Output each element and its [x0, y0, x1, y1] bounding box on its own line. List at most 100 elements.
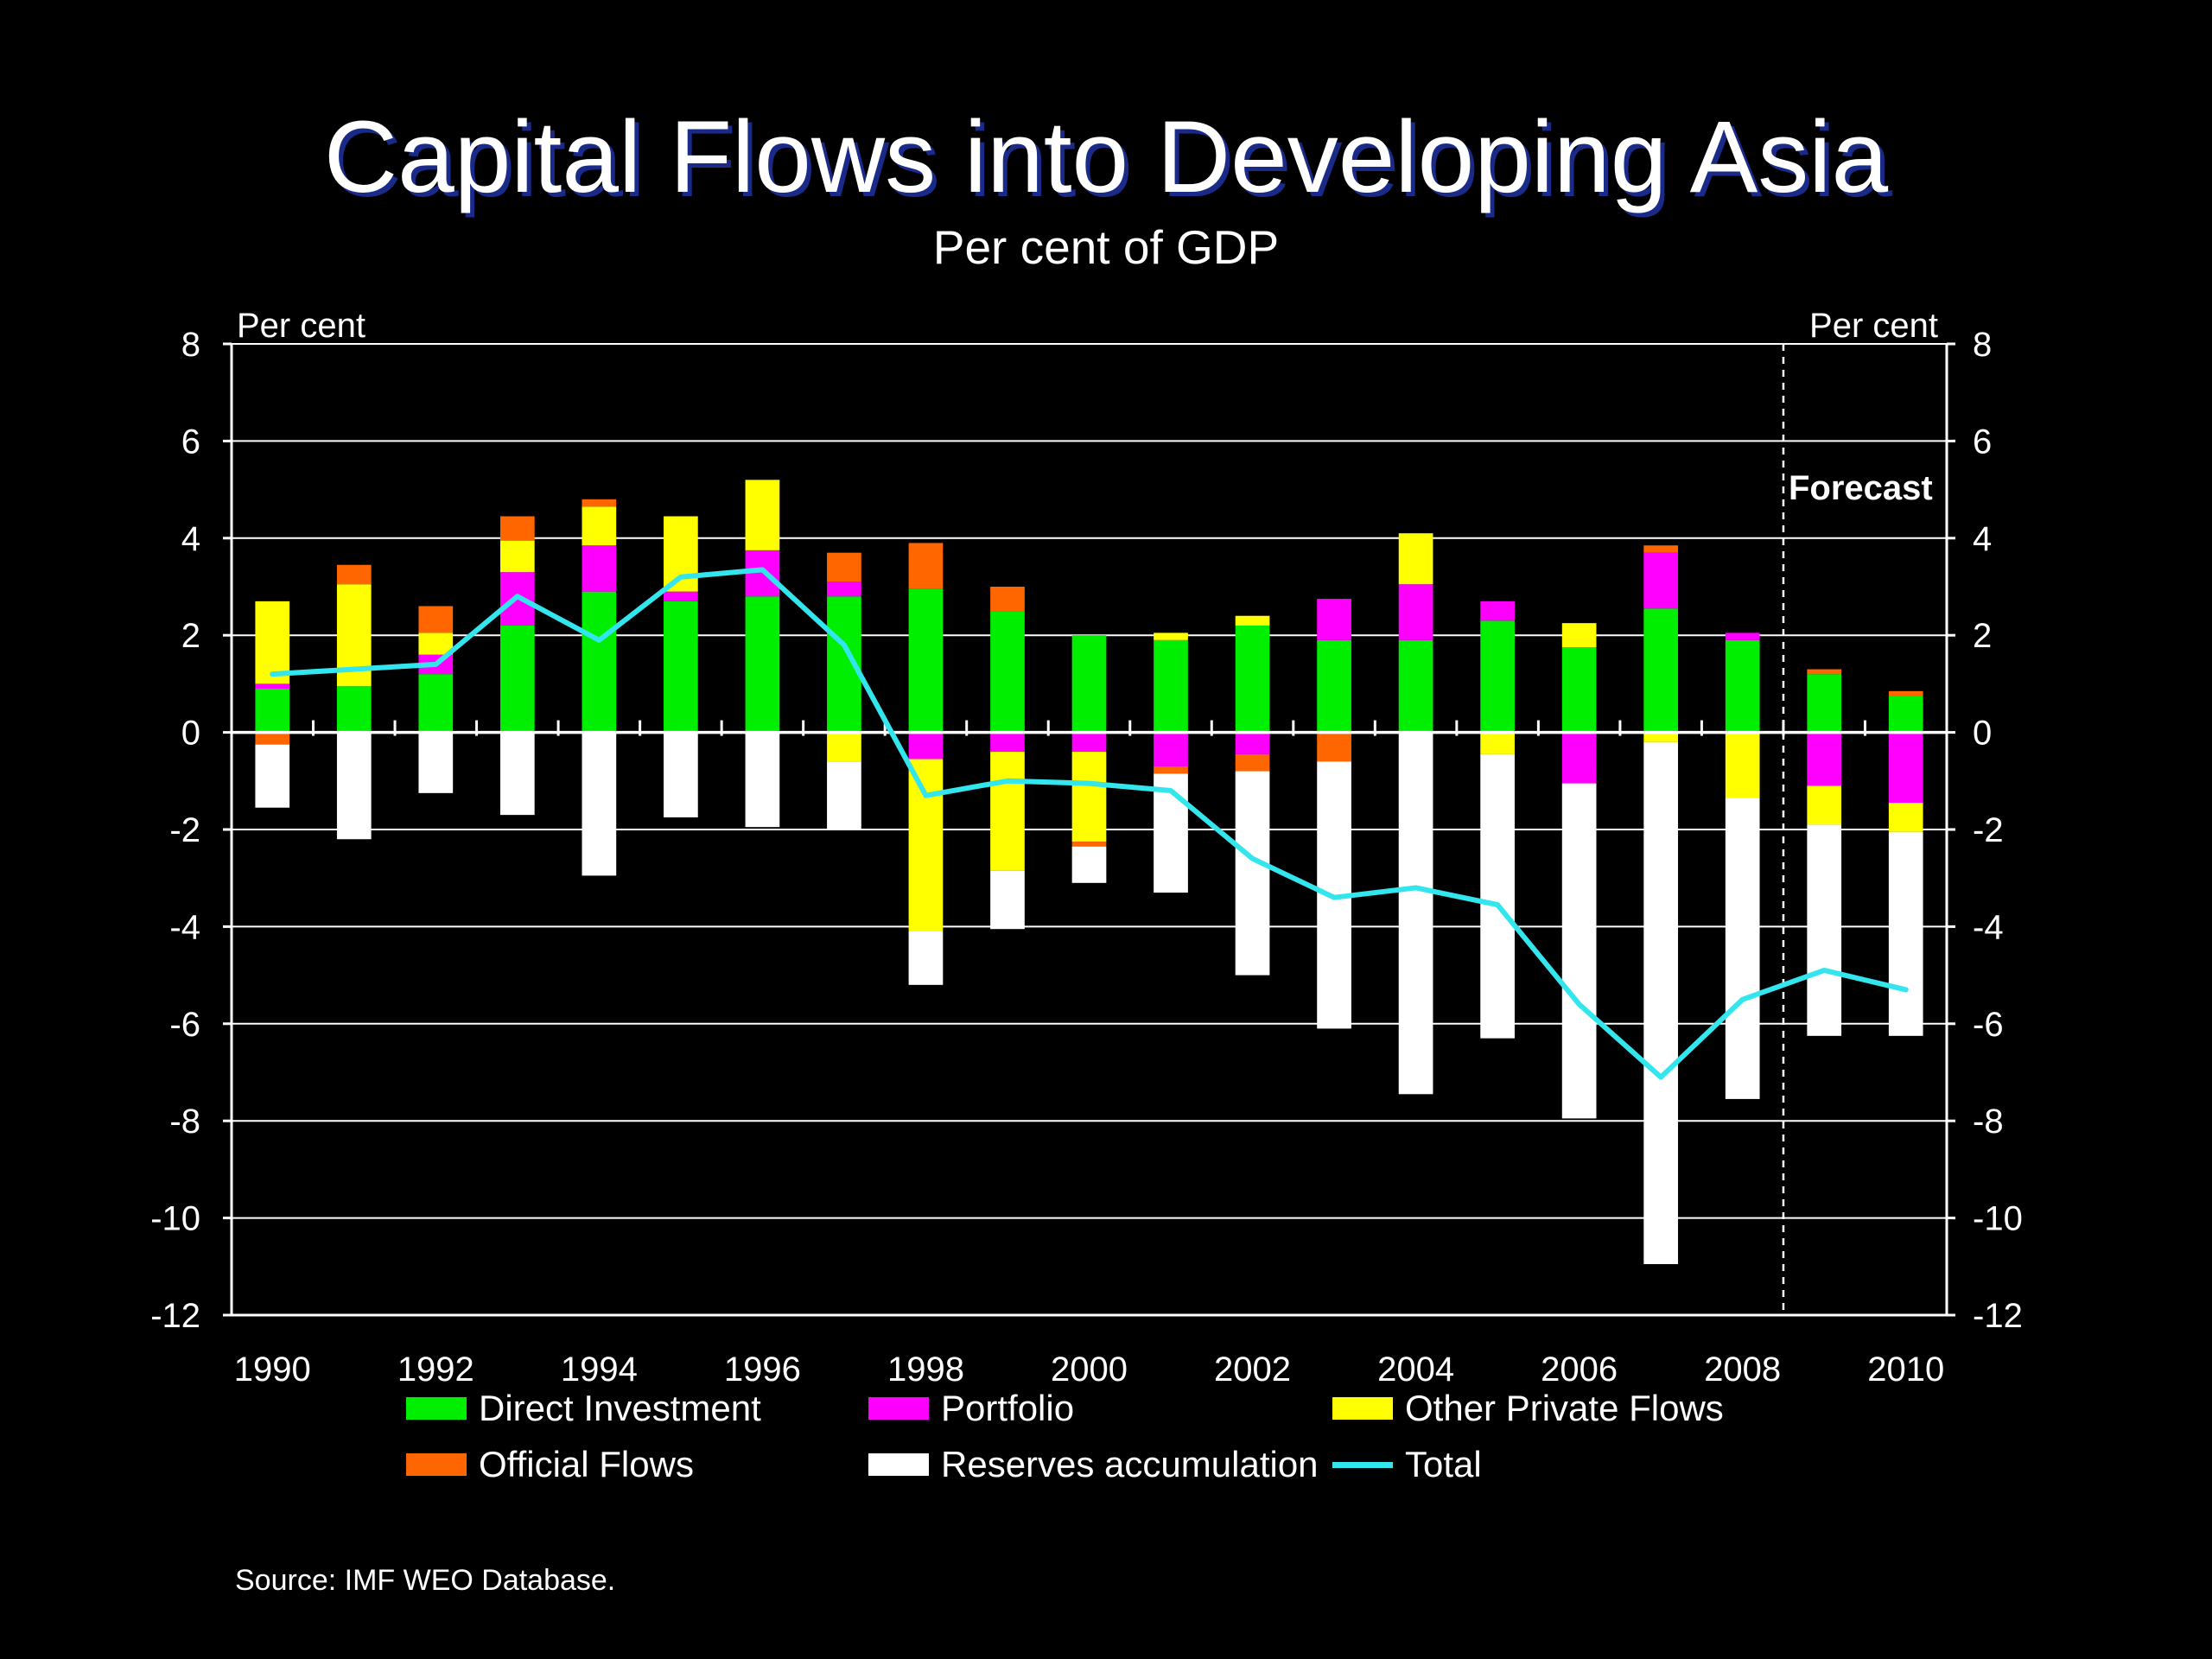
y-tick-label-right: -8: [1973, 1103, 2004, 1141]
bar-official-flows: [1071, 842, 1107, 847]
bar-official-flows: [990, 587, 1025, 612]
bar-official-flows: [1888, 690, 1923, 696]
source-note: Source: IMF WEO Database.: [235, 1564, 616, 1597]
bar-official-flows: [336, 564, 372, 585]
bar-reserves-accumulation: [1725, 798, 1760, 1099]
bar-other-private-flows: [255, 601, 290, 684]
bar-other-private-flows: [1807, 785, 1842, 825]
bar-other-private-flows: [1725, 732, 1760, 798]
y-tick-label-left: -4: [169, 908, 200, 946]
bar-portfolio: [745, 550, 780, 597]
bar-direct-investment: [1561, 647, 1597, 733]
bar-portfolio: [1643, 552, 1679, 609]
axis-labels: Per cent Per cent Forecast 8 8 6 6 4 4 2 2 0 0 -2 -…: [150, 307, 2023, 1389]
bar-portfolio: [1561, 732, 1597, 784]
legend: Direct Investment Portfolio Other Privat…: [406, 1382, 1875, 1503]
bar-direct-investment: [664, 601, 698, 733]
bar-direct-investment: [990, 611, 1025, 733]
bar-reserves-accumulation: [745, 732, 780, 828]
bar-direct-investment: [1807, 674, 1842, 733]
legend-label: Direct Investment: [479, 1388, 761, 1428]
bar-reserves-accumulation: [255, 744, 290, 808]
bar-portfolio: [990, 732, 1025, 753]
line-total: [270, 567, 1909, 1080]
legend-swatch: [868, 1397, 929, 1420]
bar-direct-investment: [582, 591, 617, 733]
x-tick-label: 2002: [1214, 1351, 1291, 1389]
y-tick-label-left: 8: [181, 326, 200, 364]
bar-official-flows: [255, 732, 290, 745]
bar-reserves-accumulation: [990, 870, 1025, 930]
y-tick-label-left: 2: [181, 617, 200, 655]
bar-direct-investment: [1888, 696, 1923, 733]
bar-portfolio: [1398, 584, 1433, 640]
legend-swatch: [868, 1453, 929, 1476]
bar-portfolio: [827, 582, 861, 597]
bar-reserves-accumulation: [1480, 753, 1515, 1039]
bar-other-private-flows: [990, 752, 1025, 871]
bar-direct-investment: [336, 686, 372, 733]
bar-other-private-flows: [664, 516, 698, 592]
bar-official-flows: [1317, 732, 1351, 762]
legend-item-total: Total: [1332, 1439, 1482, 1491]
bar-direct-investment: [1235, 625, 1270, 733]
legend-swatch: [406, 1453, 467, 1476]
x-tick-label: 1994: [561, 1351, 638, 1389]
bar-other-private-flows: [1561, 623, 1597, 648]
bar-direct-investment: [418, 674, 454, 733]
legend-swatch: [1332, 1461, 1393, 1468]
slide-subtitle: Per cent of GDP: [932, 220, 1280, 274]
bar-reserves-accumulation: [499, 732, 535, 816]
bar-portfolio: [1317, 599, 1351, 640]
bar-portfolio: [908, 732, 944, 760]
bar-other-private-flows: [908, 759, 944, 932]
x-tick-label: 2006: [1541, 1351, 1618, 1389]
y-tick-label-right: -4: [1973, 908, 2004, 946]
right-axis-label: Per cent: [1809, 307, 1938, 345]
x-tick-label: 1996: [724, 1351, 801, 1389]
y-tick-label-left: -10: [150, 1200, 200, 1238]
bar-official-flows: [1807, 669, 1842, 675]
forecast-label: Forecast: [1789, 469, 1933, 507]
bar-portfolio: [1888, 732, 1923, 804]
bar-portfolio: [255, 683, 290, 690]
x-tick-label: 2000: [1051, 1351, 1128, 1389]
bar-official-flows: [908, 543, 944, 589]
slide-title: Capital Flows into Developing Asia: [323, 100, 1889, 214]
legend-item-official-flows: Official Flows: [406, 1439, 694, 1491]
bar-reserves-accumulation: [827, 761, 861, 830]
y-tick-label-left: -6: [169, 1006, 200, 1044]
x-tick-label: 2004: [1377, 1351, 1454, 1389]
bar-reserves-accumulation: [336, 732, 372, 840]
bar-official-flows: [1643, 545, 1679, 553]
y-tick-label-right: -6: [1973, 1006, 2004, 1044]
bar-official-flows: [827, 552, 861, 582]
legend-swatch: [1332, 1397, 1393, 1420]
bar-other-private-flows: [745, 480, 780, 550]
legend-item-direct-investment: Direct Investment: [406, 1382, 761, 1434]
bar-direct-investment: [1317, 639, 1351, 733]
bar-reserves-accumulation: [908, 931, 944, 985]
y-tick-label-left: 4: [181, 520, 200, 558]
bar-official-flows: [582, 499, 617, 507]
legend-label: Reserves accumulation: [941, 1444, 1319, 1484]
bar-portfolio: [664, 591, 698, 601]
bar-other-private-flows: [1071, 752, 1107, 842]
bar-official-flows: [418, 606, 454, 633]
y-tick-label-left: 6: [181, 423, 200, 461]
x-tick-label: 2010: [1867, 1351, 1944, 1389]
bar-reserves-accumulation: [582, 732, 617, 876]
axes: [223, 342, 1955, 1317]
bar-other-private-flows: [1888, 803, 1923, 832]
y-tick-label-right: 0: [1973, 715, 1992, 753]
legend-label: Official Flows: [479, 1444, 694, 1484]
y-tick-label-right: -2: [1973, 811, 2004, 849]
bar-official-flows: [1154, 766, 1188, 774]
y-tick-label-right: 6: [1973, 423, 1992, 461]
y-tick-label-right: -10: [1973, 1200, 2023, 1238]
bar-reserves-accumulation: [664, 732, 698, 817]
bar-direct-investment: [1154, 639, 1188, 733]
legend-label: Other Private Flows: [1405, 1388, 1724, 1428]
legend-label: Total: [1405, 1444, 1482, 1484]
